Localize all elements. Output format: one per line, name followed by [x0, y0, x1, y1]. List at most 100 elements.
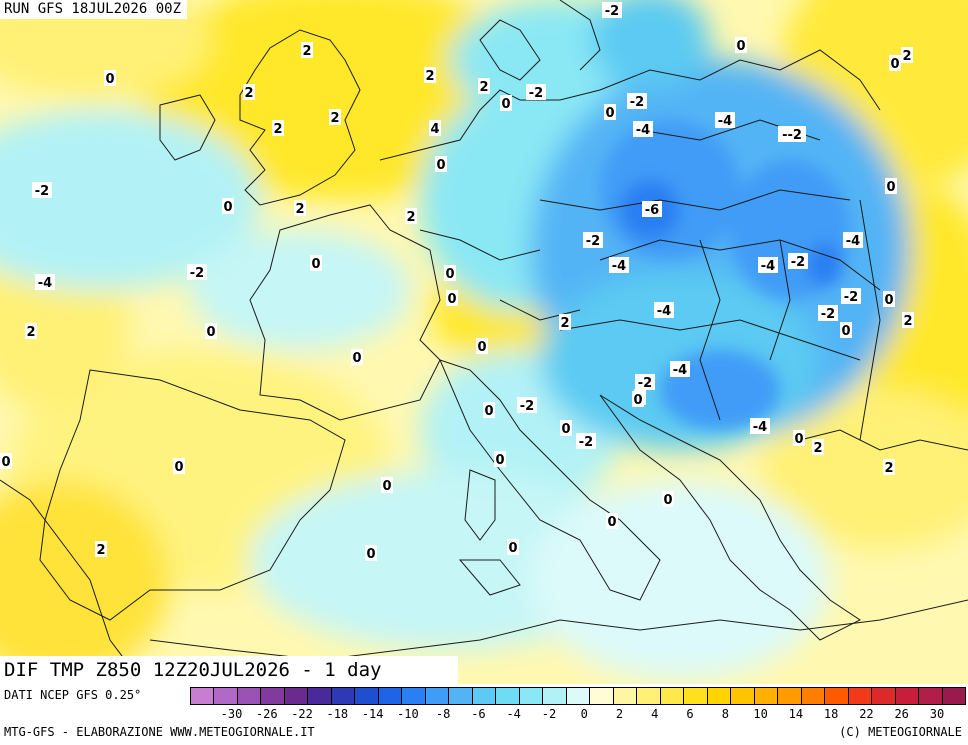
legend-tick-label: 6	[686, 707, 694, 721]
isotherm-label: -4	[633, 121, 653, 138]
isotherm-label: 2	[25, 323, 37, 340]
isotherm-label: 0	[205, 323, 217, 340]
isotherm-label: -2	[841, 288, 861, 305]
legend-swatch	[449, 688, 473, 704]
svg-text:-2: -2	[791, 255, 805, 270]
isotherm-label: 2	[812, 439, 824, 456]
temperature-anomaly-map: -2 0 2 2 2 2 4 0 2 2 -2 0 -2 -4 -4 --2 0 -2 0 2 0 2 -6 -2 0 -2 0 -4…	[0, 0, 968, 684]
legend-swatch	[848, 688, 873, 704]
legend-tick-label: 10	[753, 707, 768, 721]
svg-text:0: 0	[477, 340, 486, 355]
color-legend	[190, 687, 966, 705]
svg-text:0: 0	[886, 180, 895, 195]
isotherm-label: 0	[735, 37, 747, 54]
isotherm-label: 0	[494, 451, 506, 468]
isotherm-label: -2	[602, 2, 622, 19]
svg-text:2: 2	[26, 325, 35, 340]
legend-tick-label: -14	[361, 707, 384, 721]
isotherm-label: -2	[818, 305, 838, 322]
isotherm-label: 0	[840, 322, 852, 339]
legend-tick-label: 18	[823, 707, 839, 721]
svg-text:2: 2	[96, 543, 105, 558]
legend-swatch	[496, 688, 520, 704]
svg-text:2: 2	[273, 122, 282, 137]
svg-text:0: 0	[1, 455, 10, 470]
legend-tick-label: 30	[929, 707, 945, 721]
isotherm-label: 0	[476, 338, 488, 355]
isotherm-label: 2	[243, 84, 255, 101]
data-source-label: DATI NCEP GFS 0.25°	[4, 688, 142, 702]
legend-swatch	[613, 688, 638, 704]
legend-tick-label: -30	[220, 707, 243, 721]
isotherm-label: 0	[0, 453, 12, 470]
isotherm-label: 0	[885, 178, 897, 195]
svg-text:0: 0	[223, 200, 232, 215]
svg-text:0: 0	[382, 479, 391, 494]
map-canvas	[0, 0, 968, 684]
isotherm-label: 0	[793, 430, 805, 447]
legend-swatch	[543, 688, 567, 704]
isotherm-label: 0	[222, 198, 234, 215]
isotherm-label: 0	[173, 458, 185, 475]
isotherm-label: 0	[444, 265, 456, 282]
isotherm-label: 0	[310, 255, 322, 272]
legend-swatch	[425, 688, 450, 704]
svg-text:0: 0	[736, 39, 745, 54]
legend-swatch	[731, 688, 755, 704]
svg-text:-4: -4	[636, 123, 650, 138]
svg-text:0: 0	[495, 453, 504, 468]
legend-swatch	[942, 688, 965, 704]
legend-swatch	[355, 688, 379, 704]
svg-text:-2: -2	[190, 266, 204, 281]
svg-text:-2: -2	[529, 86, 543, 101]
isotherm-label: -4	[758, 257, 778, 274]
isotherm-label: 0	[446, 290, 458, 307]
svg-text:0: 0	[445, 267, 454, 282]
svg-text:0: 0	[794, 432, 803, 447]
isotherm-label: 2	[559, 314, 571, 331]
svg-text:-4: -4	[38, 276, 52, 291]
svg-text:0: 0	[884, 293, 893, 308]
legend-swatch	[402, 688, 426, 704]
isotherm-label: -2	[517, 397, 537, 414]
isotherm-label: -2	[32, 182, 52, 199]
legend-swatch	[637, 688, 661, 704]
svg-text:2: 2	[902, 49, 911, 64]
legend-swatch	[895, 688, 920, 704]
isotherm-label: 0	[365, 545, 377, 562]
legend-tick-label: -6	[471, 707, 486, 721]
svg-text:-2: -2	[586, 234, 600, 249]
svg-text:0: 0	[366, 547, 375, 562]
isotherm-label: -4	[35, 274, 55, 291]
svg-text:0: 0	[605, 106, 614, 121]
credits-label: MTG-GFS - ELABORAZIONE WWW.METEOGIORNALE…	[4, 725, 315, 739]
isotherm-label: -2	[576, 433, 596, 450]
svg-text:0: 0	[206, 325, 215, 340]
legend-swatch	[919, 688, 943, 704]
legend-ticks: -30 -26 -22 -18 -14 -10 -8 -6 -4 -2 0 2 4 6 8 10 14 18 22 2…	[190, 707, 966, 723]
map-title: DIF TMP Z850 12Z20JUL2026 - 1 day	[0, 656, 458, 684]
legend-tick-label: -26	[255, 707, 278, 721]
legend-swatch	[284, 688, 309, 704]
isotherm-label: -4	[609, 257, 629, 274]
isotherm-label: 2	[902, 312, 914, 329]
svg-text:0: 0	[447, 292, 456, 307]
svg-text:2: 2	[302, 44, 311, 59]
svg-text:0: 0	[561, 422, 570, 437]
svg-text:-4: -4	[718, 114, 732, 129]
isotherm-label: 0	[381, 477, 393, 494]
legend-tick-label: -8	[435, 707, 451, 721]
svg-text:0: 0	[105, 72, 114, 87]
svg-text:0: 0	[174, 460, 183, 475]
isotherm-label: 0	[104, 70, 116, 87]
legend-swatch	[825, 688, 849, 704]
svg-text:2: 2	[406, 210, 415, 225]
svg-text:0: 0	[607, 515, 616, 530]
legend-swatch	[214, 688, 238, 704]
legend-tick-label: 4	[651, 707, 659, 721]
isotherm-label: 2	[478, 78, 490, 95]
isotherm-label: -6	[642, 201, 662, 218]
svg-text:2: 2	[479, 80, 488, 95]
isotherm-label: 2	[901, 47, 913, 64]
isotherm-label: 2	[424, 67, 436, 84]
